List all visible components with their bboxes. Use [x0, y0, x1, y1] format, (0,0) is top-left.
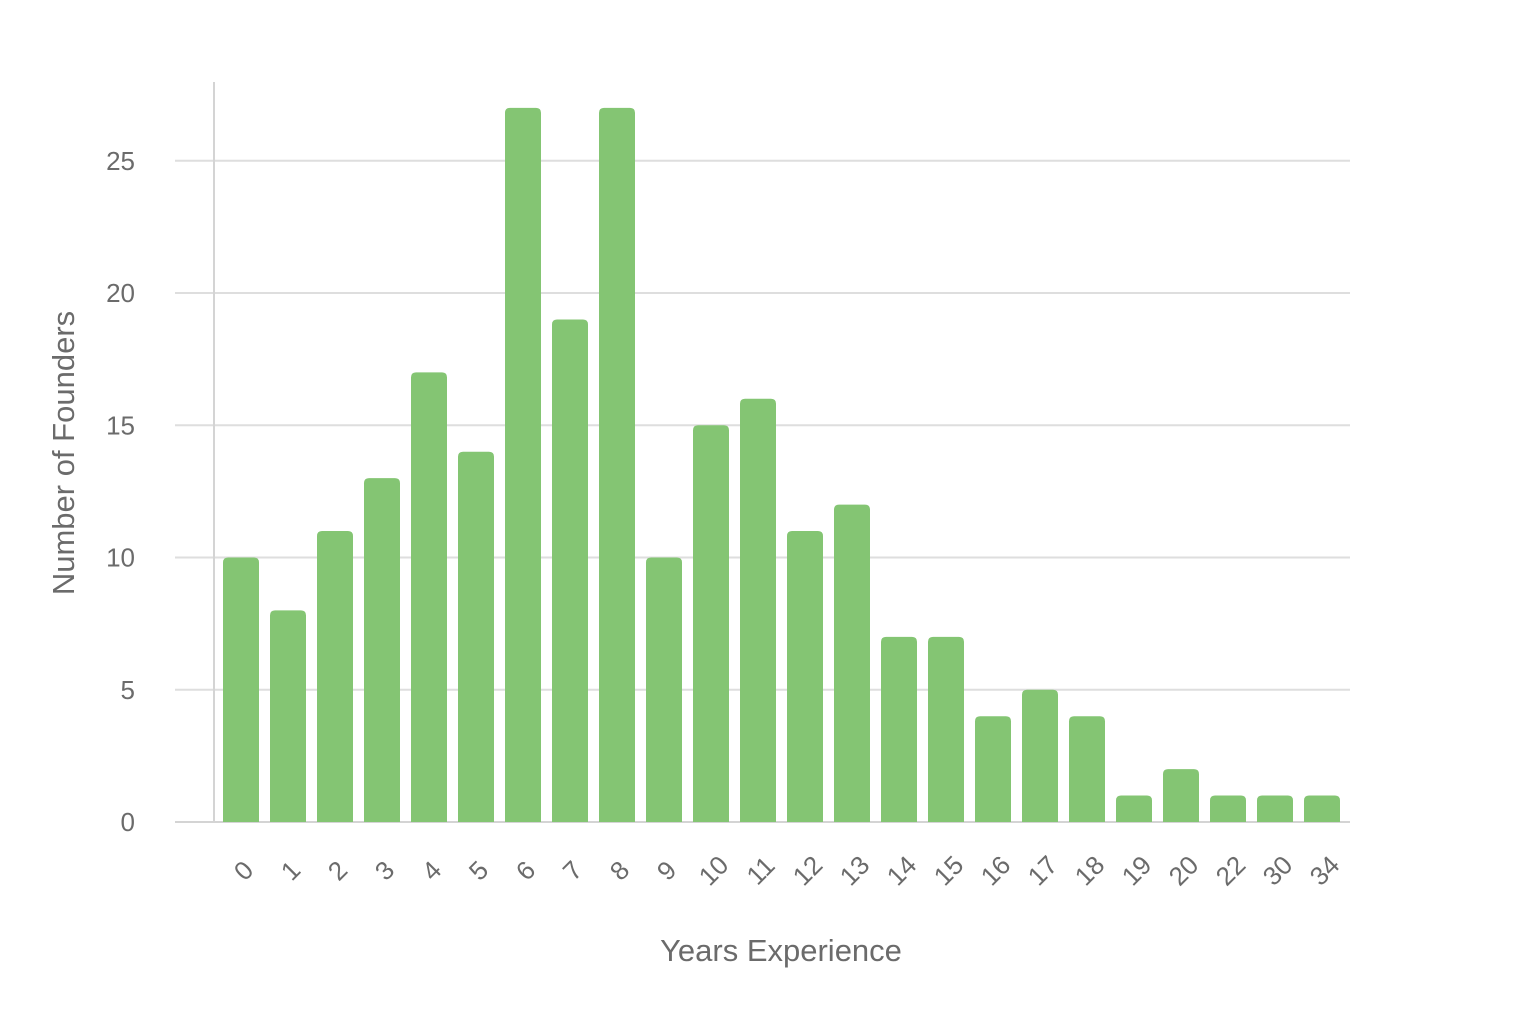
bar-17 [1022, 689, 1058, 822]
bar-22 [1210, 795, 1246, 822]
x-tick-label: 10 [693, 850, 735, 892]
x-tick-label: 16 [975, 850, 1017, 892]
bar-34 [1304, 795, 1340, 822]
bar-19 [1116, 795, 1152, 822]
y-tick-label: 15 [106, 410, 135, 440]
bars [223, 107, 1340, 823]
bar-2 [317, 531, 353, 822]
x-tick-label: 12 [787, 850, 829, 892]
bar-0 [223, 557, 259, 822]
x-tick-label: 19 [1116, 850, 1158, 892]
bar-20 [1163, 769, 1199, 822]
y-tick-labels: 0 5 10 15 20 25 [106, 146, 135, 837]
x-tick-label: 8 [604, 855, 635, 886]
bar-11 [740, 398, 776, 822]
bar-9 [646, 557, 682, 822]
x-tick-label: 11 [740, 850, 780, 890]
x-tick-label: 1 [275, 855, 306, 886]
x-tick-label: 6 [510, 855, 541, 886]
bar-1 [270, 610, 306, 822]
bar-16 [975, 716, 1011, 822]
x-tick-labels: 0 1 2 3 4 5 6 7 8 9 10 11 12 13 14 15 16 17 18 19 20 22 30 34 [228, 850, 1346, 892]
bar-10 [693, 425, 729, 822]
bar-15 [928, 636, 964, 822]
bar-12 [787, 531, 823, 822]
y-axis-title: Number of Founders [46, 311, 81, 595]
x-tick-label: 3 [369, 855, 400, 886]
bar-30 [1257, 795, 1293, 822]
bar-14 [881, 636, 917, 822]
x-tick-label: 30 [1257, 850, 1299, 892]
x-tick-label: 4 [416, 855, 447, 886]
x-tick-label: 34 [1304, 850, 1346, 892]
bar-8 [599, 107, 635, 823]
y-tick-label: 25 [106, 146, 135, 176]
y-tick-label: 10 [106, 543, 135, 573]
x-tick-label: 14 [881, 850, 923, 892]
bar-6 [505, 107, 541, 823]
x-tick-label: 20 [1163, 850, 1205, 892]
bar-7 [552, 319, 588, 822]
bar-3 [364, 478, 400, 822]
bar-5 [458, 451, 494, 822]
bar-4 [411, 372, 447, 822]
x-axis-title: Years Experience [660, 933, 902, 968]
x-tick-label: 9 [651, 855, 682, 886]
x-tick-label: 5 [463, 855, 494, 886]
x-tick-label: 18 [1069, 850, 1111, 892]
x-tick-label: 15 [928, 850, 970, 892]
y-tick-label: 20 [106, 278, 135, 308]
y-tick-label: 5 [121, 675, 135, 705]
x-tick-label: 0 [228, 855, 259, 886]
x-tick-label: 17 [1022, 850, 1064, 892]
bar-13 [834, 504, 870, 822]
x-tick-label: 22 [1210, 850, 1252, 892]
x-tick-label: 2 [322, 855, 353, 886]
bar-18 [1069, 716, 1105, 822]
x-tick-label: 13 [834, 850, 876, 892]
x-tick-label: 7 [557, 855, 588, 886]
y-tick-label: 0 [121, 807, 135, 837]
